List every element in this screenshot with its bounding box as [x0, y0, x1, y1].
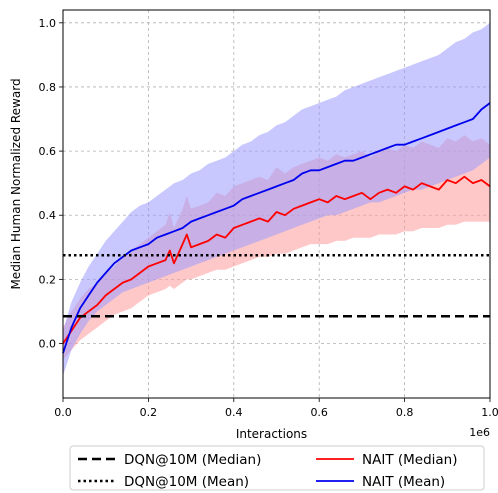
x-tick-label-2: 0.4 [225, 406, 243, 419]
series-line-0 [62, 175, 491, 344]
legend-label-3: NAIT (Mean) [362, 474, 445, 490]
legend: DQN@10M (Median) DQN@10M (Mean) NAIT (Medi… [69, 445, 485, 491]
plot-frame [62, 9, 491, 399]
legend-frame [69, 445, 485, 491]
y-tick-label-0: 0.0 [39, 337, 57, 350]
x-tick-label-5: 1.0 [481, 406, 498, 419]
x-tick-label-3: 0.6 [310, 406, 328, 419]
x-axis-offset-label: 1e6 [469, 426, 490, 439]
y-tick-label-3: 0.6 [39, 145, 57, 158]
legend-label-0: DQN@10M (Median) [124, 452, 261, 468]
series-band-1 [63, 22, 490, 376]
y-tick-label-5: 1.0 [39, 17, 57, 30]
y-axis-label: Median Human Normalized Reward [9, 78, 23, 289]
legend-label-2: NAIT (Median) [362, 452, 458, 468]
y-tick-label-4: 0.8 [39, 81, 57, 94]
legend-label-1: DQN@10M (Mean) [124, 474, 249, 490]
x-tick-label-4: 0.8 [396, 406, 414, 419]
baseline-lines [63, 254, 490, 318]
x-axis-label: Interactions [236, 427, 307, 441]
x-tick-label-0: 0.0 [54, 406, 72, 419]
axis-ticks: 0.0 0.2 0.4 0.6 0.8 1.0 0.0 0.2 0.4 0.6 0.8 1.0 [39, 17, 498, 419]
y-tick-label-2: 0.4 [39, 209, 57, 222]
x-tick-label-1: 0.2 [140, 406, 158, 419]
y-tick-label-1: 0.2 [39, 273, 57, 286]
series-line-1 [62, 102, 491, 354]
series-lines [62, 102, 491, 354]
